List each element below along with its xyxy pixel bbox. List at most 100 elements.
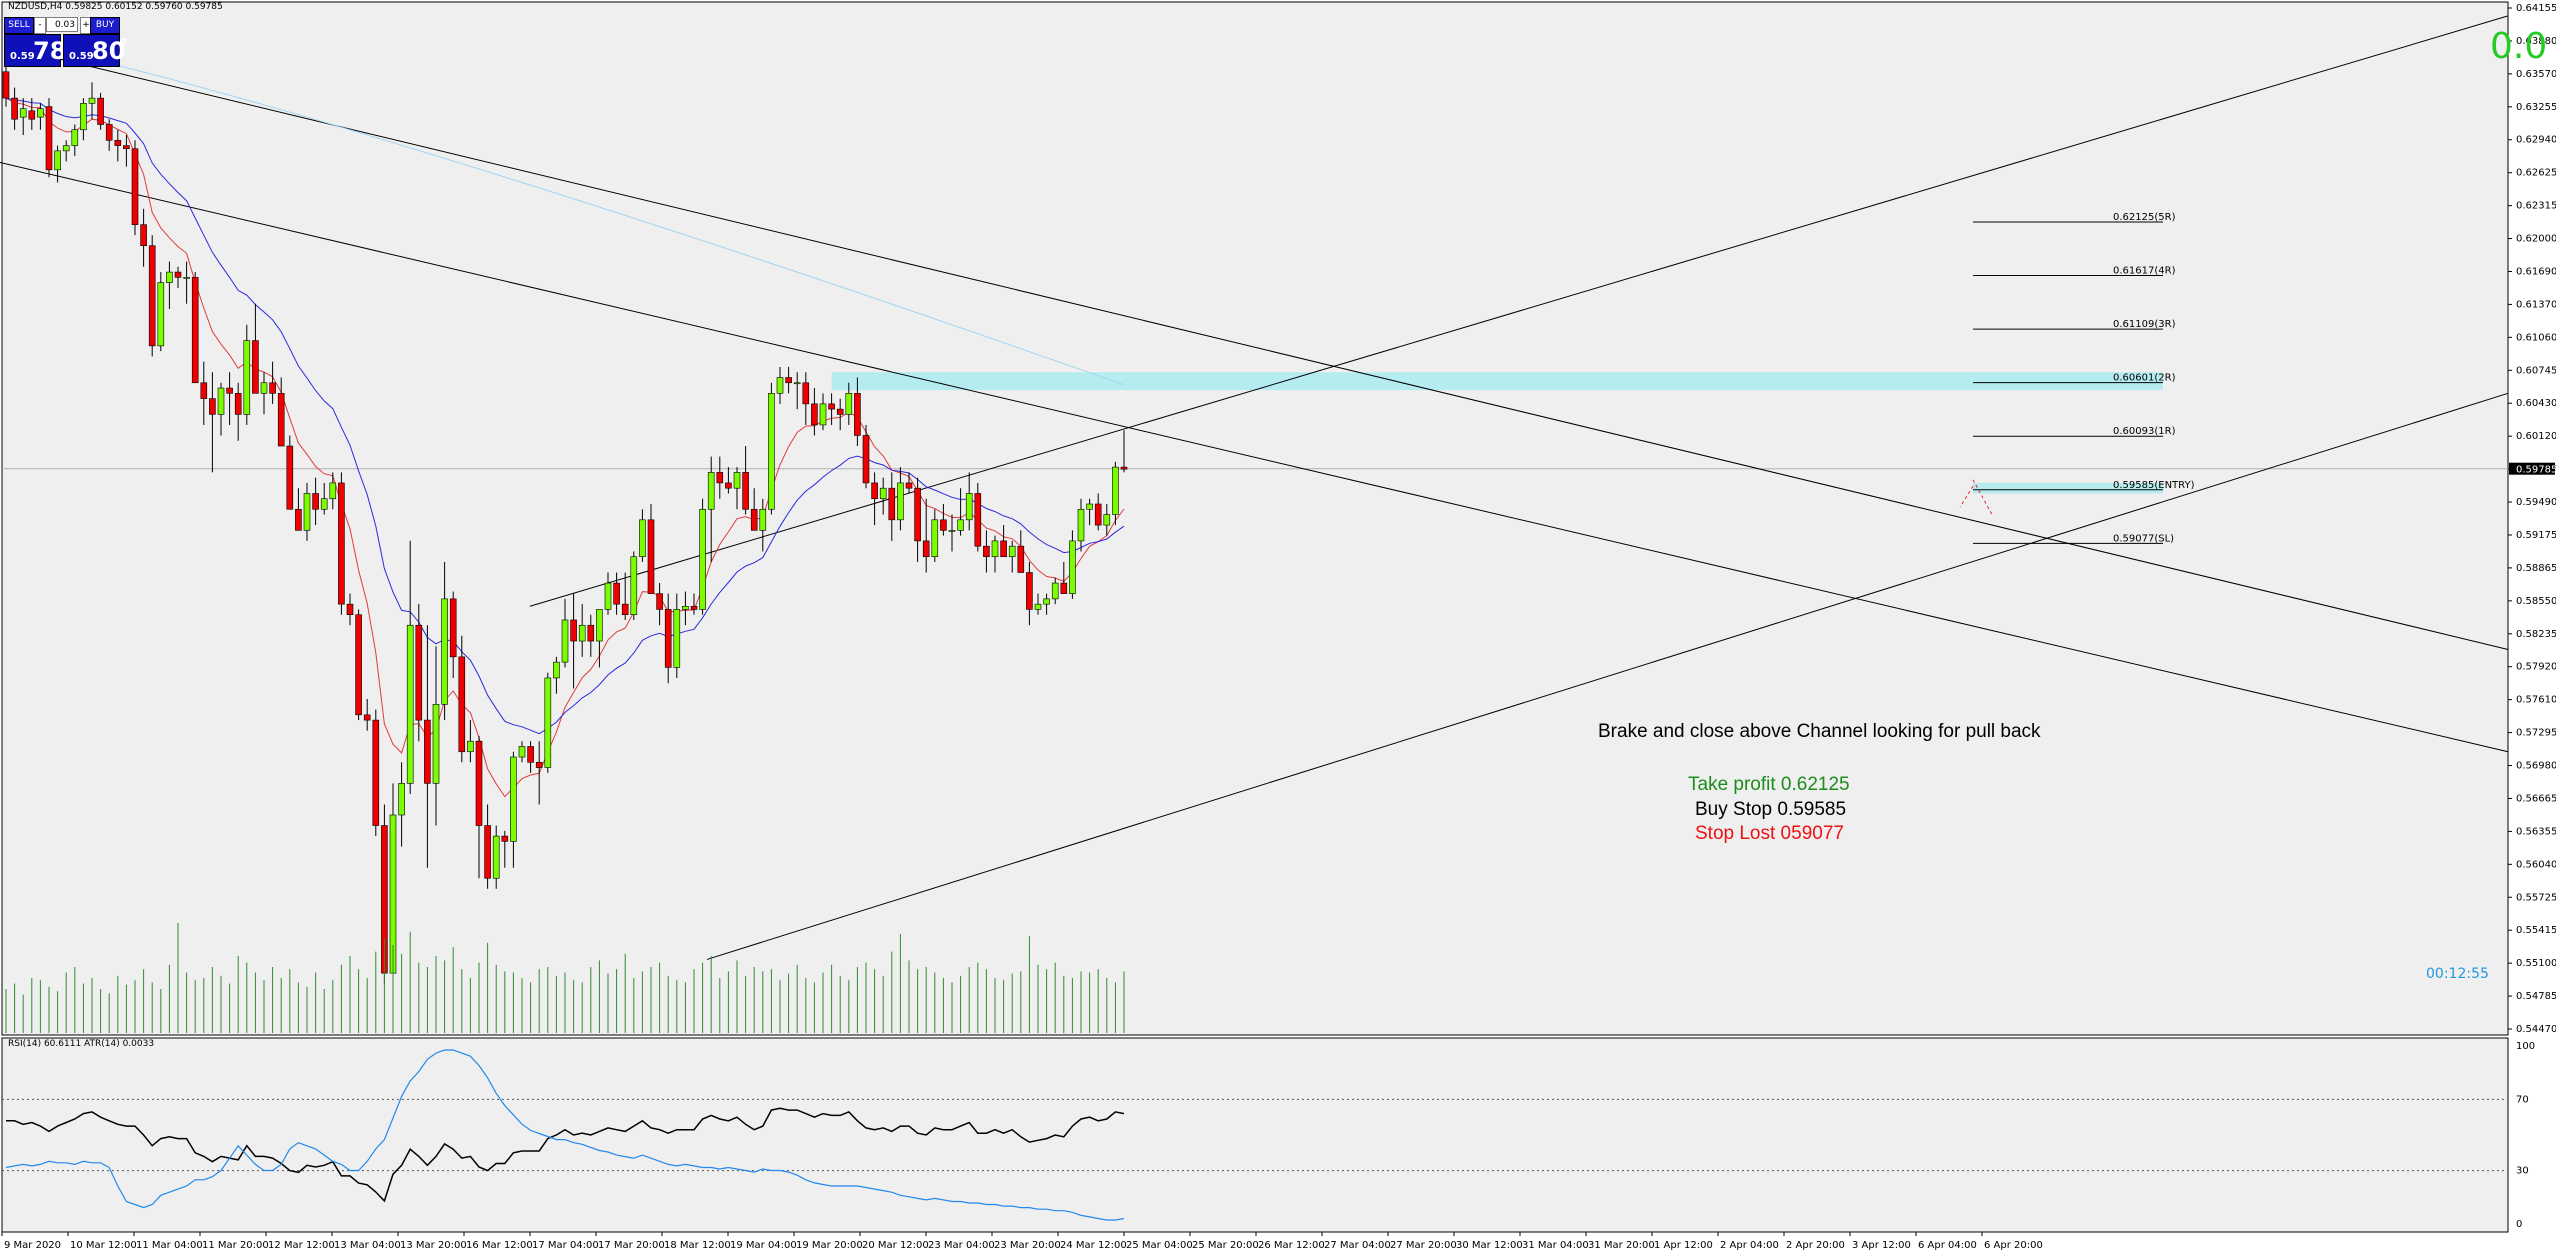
candle-bull <box>80 103 87 131</box>
sell-price-pips: 78 <box>33 37 67 65</box>
candle-bull <box>957 519 964 531</box>
candle-bull <box>260 382 268 394</box>
candle-bear <box>2 71 10 99</box>
candle-bear <box>277 393 285 447</box>
candle-bear <box>209 398 216 415</box>
candle-bear <box>338 482 345 605</box>
time-tick-label: 2 Apr 20:00 <box>1786 1240 1845 1251</box>
candle-bull <box>1043 598 1050 605</box>
lot-size-input[interactable]: 0.03 <box>46 17 78 32</box>
level-label: 0.60601(2R) <box>2113 373 2176 384</box>
candle-bear <box>940 519 947 531</box>
buy-price-fraction: 0 <box>120 37 127 48</box>
candle-bull <box>578 624 586 642</box>
candle-bear <box>535 761 543 768</box>
candle-bear <box>656 593 663 610</box>
rsi-line <box>6 1107 1125 1203</box>
time-tick-label: 18 Mar 12:00 <box>664 1240 731 1251</box>
time-tick-label: 30 Mar 12:00 <box>1456 1240 1523 1251</box>
buy-price-pips: 80 <box>92 37 126 65</box>
candle-bull <box>879 487 887 500</box>
resistance-zone <box>831 372 2163 391</box>
price-tick-label: 0.61060 <box>2516 332 2556 343</box>
time-tick-label: 17 Mar 20:00 <box>598 1240 665 1251</box>
candle-bear <box>191 277 199 384</box>
candle-bull <box>320 498 328 510</box>
candle-bull <box>1086 503 1093 510</box>
price-tick-label: 0.59175 <box>2516 530 2556 541</box>
sell-price-box[interactable]: 0.59 78 5 <box>4 34 68 67</box>
candle-bear <box>854 393 861 436</box>
indicator-panel <box>1 1037 2509 1233</box>
candle-bull <box>699 508 706 610</box>
time-tick-label: 13 Mar 20:00 <box>400 1240 467 1251</box>
candle-bull <box>682 605 689 610</box>
candle-bear <box>174 271 182 278</box>
candle-bear <box>97 97 104 125</box>
candle-bear <box>862 435 870 484</box>
candle-bear <box>363 714 371 721</box>
candle-bear <box>1060 582 1068 594</box>
candle-bull <box>1051 582 1059 600</box>
candle-bull <box>157 282 165 347</box>
lot-decrease-button[interactable]: - <box>34 17 46 34</box>
level-label: 0.62125(5R) <box>2113 212 2176 223</box>
candle-bull <box>71 129 79 146</box>
price-tick-label: 0.60430 <box>2516 398 2556 409</box>
time-tick-label: 20 Mar 12:00 <box>862 1240 929 1251</box>
price-tick-label: 0.56040 <box>2516 859 2556 870</box>
candle-bull <box>845 393 853 415</box>
price-tick-label: 0.61370 <box>2516 299 2556 310</box>
candle-bear <box>888 487 896 521</box>
lot-increase-button[interactable]: + <box>80 17 92 34</box>
price-tick-label: 0.58235 <box>2516 629 2556 640</box>
time-tick-label: 25 Mar 20:00 <box>1192 1240 1259 1251</box>
price-tick-label: 0.56665 <box>2516 793 2556 804</box>
trend-line <box>706 392 2509 960</box>
candle-bear <box>295 508 302 531</box>
candle-bear <box>802 382 810 405</box>
time-tick-label: 23 Mar 04:00 <box>928 1240 995 1251</box>
candle-bull <box>733 472 741 489</box>
candle-bull <box>54 150 61 171</box>
candle-bear <box>475 740 483 826</box>
candle-bull <box>1112 466 1119 515</box>
candle-bear <box>974 493 982 547</box>
sell-button[interactable]: SELL <box>4 17 34 34</box>
price-tick-label: 0.59490 <box>2516 497 2556 508</box>
candle-bull <box>604 582 612 610</box>
candle-bear <box>664 609 672 668</box>
candle-bear <box>372 719 380 826</box>
candle-bull <box>768 393 775 510</box>
time-tick-label: 11 Mar 20:00 <box>202 1240 269 1251</box>
candle-bull <box>819 403 827 426</box>
candle-bull <box>510 756 517 842</box>
candle-bull <box>406 624 414 784</box>
candle-bull <box>441 598 448 705</box>
buy-price-box[interactable]: 0.59 80 0 <box>63 34 127 67</box>
candle-bear <box>725 482 732 489</box>
candle-bear <box>750 508 758 531</box>
buy-stop-note: Buy Stop 0.59585 <box>1695 799 1847 820</box>
time-tick-label: 9 Mar 2020 <box>4 1240 61 1251</box>
time-tick-label: 31 Mar 04:00 <box>1522 1240 1589 1251</box>
price-tick-label: 0.55415 <box>2516 925 2556 936</box>
indicator-label: RSI(14) 60.6111 ATR(14) 0.0033 <box>8 1039 155 1049</box>
level-label: 0.59585(ENTRY) <box>2113 480 2195 491</box>
candle-bear <box>922 540 930 558</box>
candle-bear <box>114 140 122 146</box>
candle-bull <box>88 97 96 104</box>
time-tick-label: 3 Apr 12:00 <box>1852 1240 1911 1251</box>
candle-bear <box>269 382 276 394</box>
candle-bull <box>897 482 904 521</box>
candle-bull <box>965 493 973 521</box>
price-tick-label: 0.56980 <box>2516 761 2556 772</box>
candle-bear <box>570 619 577 642</box>
buy-button[interactable]: BUY <box>90 17 120 34</box>
time-tick-label: 27 Mar 04:00 <box>1324 1240 1391 1251</box>
candle-bull <box>544 677 552 768</box>
time-tick-label: 2 Apr 04:00 <box>1720 1240 1779 1251</box>
candle-bear <box>647 519 655 594</box>
time-tick-label: 12 Mar 12:00 <box>268 1240 335 1251</box>
